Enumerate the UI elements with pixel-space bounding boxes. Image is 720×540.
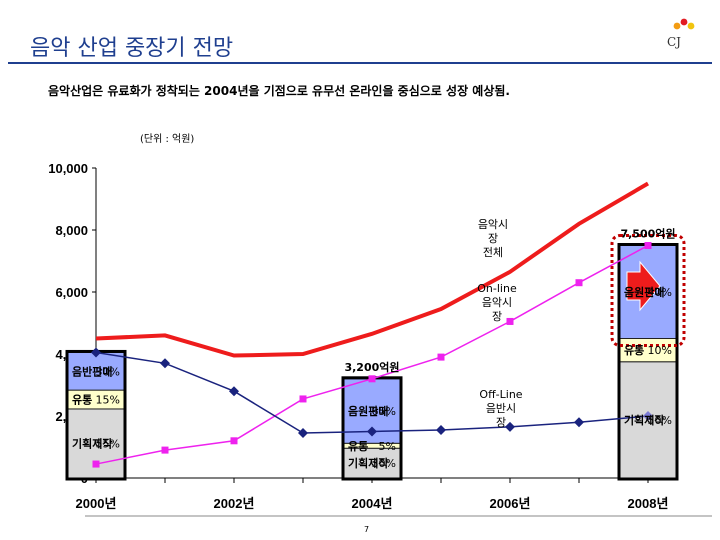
series-point [230,437,238,445]
bar-segment-percent: 10% [648,344,672,357]
series-label: 장 [492,310,502,323]
header-divider [8,62,712,64]
x-tick-label: 2002년 [214,496,255,511]
series-label: 음악시 [478,218,508,231]
series-label: 음반시 [486,402,516,415]
series-label: 음악시 [482,296,512,309]
bar-segment-percent: 65% [372,405,396,418]
bar-segment-percent: 55% [96,437,120,450]
bar-segment-percent: 5% [379,440,396,453]
series-point [367,426,377,437]
bar-segment-percent: 30% [96,365,120,378]
series-point [161,446,169,454]
y-tick-label: 6,000 [55,285,88,300]
series-point [160,358,170,369]
cj-logo: CJ [667,18,695,49]
y-tick-label: 10,000 [48,161,88,176]
x-tick-label: 2000년 [76,496,117,511]
bar-segment-label: 음원판매 [624,285,664,299]
series-point [436,424,446,435]
series-point [229,386,239,397]
bar-segment-label: 유통 [624,344,644,357]
bar-segment-label: 기획제작 [348,456,388,470]
bar-segment-label: 유통 [72,394,92,407]
series-label: 장 [496,416,506,429]
y-tick-label: 8,000 [55,223,88,238]
highlight-box [610,234,686,347]
subtitle: 음악산업은 유료화가 정착되는 2004년을 기점으로 유무선 온라인을 중심으… [48,84,510,98]
series-label: On-line [477,282,517,295]
series-point [368,375,376,383]
logo-dot-red [680,18,688,26]
series-line [95,181,650,358]
page-number: 7 [364,525,370,534]
bar-segment-percent: 15% [96,394,120,407]
series-point [91,347,101,358]
series-point [92,460,100,468]
bar-segment-percent: 50% [648,414,672,427]
bar-segment-percent: 30% [372,457,396,470]
series-label: 장 [488,232,498,245]
series-point [298,428,308,439]
x-tick-label: 2006년 [490,496,531,511]
bar-segment-percent: 40% [648,286,672,299]
series-point [437,353,445,361]
unit-label: (단위 : 억원) [140,134,195,145]
bar-total-label: 7,500억원 [620,227,675,241]
bar-segment-label: 유통 [348,440,368,453]
bar-segment-label: 기획제작 [72,436,112,450]
bar-segment-label: 기획제작 [624,413,664,427]
x-tick-label: 2004년 [352,496,393,511]
x-tick-label: 2008년 [628,496,669,511]
series-label: Off-Line [479,388,522,401]
bar-segment-label: 음반판매 [72,364,112,378]
series-point [506,317,514,325]
series-point [644,242,652,249]
series-label: 전체 [483,246,503,259]
page-title: 음악 산업 중장기 전망 [30,36,234,61]
series-point [505,421,515,432]
bar-segment-label: 음원판매 [348,404,388,418]
series-point [643,411,653,421]
series-point [299,395,307,403]
logo-dot-yellow [687,22,695,30]
red-arrow-icon [626,260,661,312]
bar-total-label: 3,200억원 [344,360,399,374]
series-point [575,279,583,287]
series-point [574,417,584,428]
logo-text: CJ [667,35,681,49]
logo-dot-orange [673,22,681,30]
